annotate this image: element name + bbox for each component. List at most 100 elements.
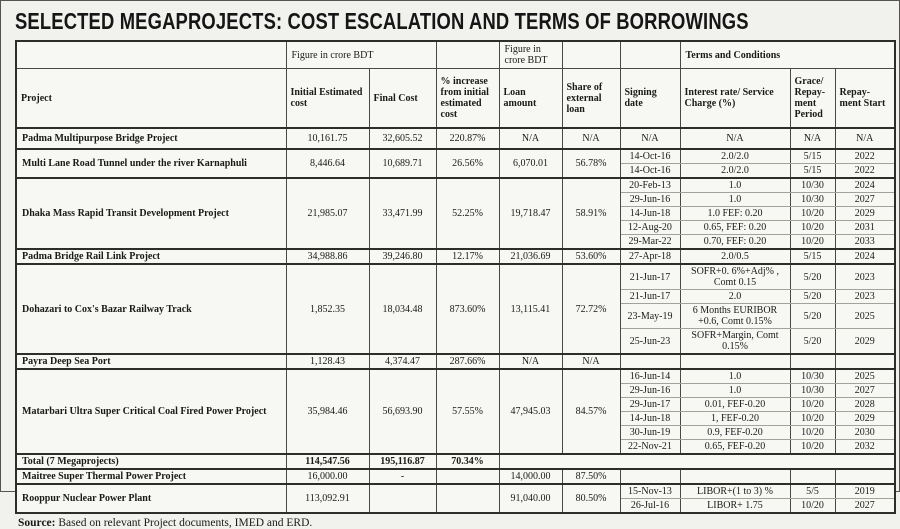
grace-period-cell: 10/20 (789, 397, 836, 412)
col-header-initial-cost: Initial Estimated cost (285, 68, 370, 129)
signing-date-cell (619, 468, 681, 485)
signing-date-cell: 14-Oct-16 (619, 163, 681, 179)
col-header-increase: % increase from initial estimated cost (435, 68, 500, 129)
increase-cell: 57.55% (435, 368, 500, 455)
initial-cost-cell: 1,128.43 (285, 353, 370, 370)
interest-rate-cell: 1.0 (679, 383, 791, 398)
loan-amount-cell: N/A (498, 127, 563, 150)
signing-date-cell: 27-Apr-18 (619, 248, 681, 265)
col-header-final-cost: Final Cost (368, 68, 437, 129)
table-row: 23-May-19 6 Months EURIBOR +0.6, Comt 0.… (16, 303, 896, 329)
col-header-repayment-start: Repay-ment Start (834, 68, 896, 129)
repayment-start-cell (834, 468, 896, 485)
header-spacer (435, 40, 500, 69)
interest-rate-cell (679, 353, 791, 370)
interest-rate-cell: 1.0 (679, 192, 791, 207)
table-row: Maitree Super Thermal Power Project 16,0… (15, 468, 896, 485)
total-empty-cell (498, 453, 896, 470)
repayment-start-cell: 2024 (834, 248, 896, 265)
interest-rate-cell: 1.0 (679, 177, 791, 193)
loan-amount-cell: 6,070.01 (498, 148, 563, 179)
initial-cost-cell: 34,988.86 (285, 248, 370, 265)
total-initial-cost-cell: 114,547.56 (285, 453, 370, 470)
interest-rate-cell: 0.65, FEF-0.20 (679, 439, 791, 455)
project-name-cell: Maitree Super Thermal Power Project (15, 468, 287, 485)
table-row: Dohazari to Cox's Bazar Railway Track 1,… (15, 263, 896, 355)
grace-period-cell: 10/30 (789, 368, 836, 384)
table-row: 29-Mar-22 0.70, FEF: 0.20 10/20 2033 (16, 234, 896, 250)
interest-rate-cell: N/A (679, 127, 791, 150)
final-cost-cell: 39,246.80 (368, 248, 437, 265)
loan-amount-cell: N/A (498, 353, 563, 370)
table-row: 14-Oct-16 2.0/2.0 5/15 2022 (16, 163, 896, 179)
final-cost-cell: - (368, 468, 437, 485)
repayment-start-cell: 2029 (834, 206, 896, 221)
table-row: Payra Deep Sea Port 1,128.43 4,374.47 28… (15, 353, 896, 370)
table-row: Rooppur Nuclear Power Plant 113,092.91 9… (15, 483, 896, 514)
col-header-project: Project (15, 68, 287, 129)
signing-date-cell: 23-May-19 (619, 303, 681, 329)
repayment-start-cell: 2033 (834, 234, 896, 250)
col-header-grace-period: Grace/ Repay-ment Period (789, 68, 836, 129)
col-header-signing-date: Signing date (619, 68, 681, 129)
external-share-cell: N/A (561, 127, 621, 150)
interest-rate-cell: 1.0 FEF: 0.20 (679, 206, 791, 221)
grace-period-cell: 10/20 (789, 234, 836, 250)
repayment-start-cell: 2022 (834, 163, 896, 179)
loan-amount-cell: 14,000.00 (498, 468, 563, 485)
grace-period-cell: 5/15 (789, 148, 836, 164)
grace-period-cell: 5/15 (789, 163, 836, 179)
header-spacer (15, 40, 287, 69)
interest-rate-cell: SOFR+0. 6%+Adj% , Comt 0.15 (679, 263, 791, 290)
header-columns-row: Project Initial Estimated cost Final Cos… (15, 68, 896, 129)
final-cost-cell: 18,034.48 (368, 263, 437, 355)
total-increase-cell: 70.34% (435, 453, 500, 470)
interest-rate-cell: LIBOR+(1 to 3) % (679, 483, 791, 499)
increase-cell: 220.87% (435, 127, 500, 150)
signing-date-cell: 26-Jul-16 (619, 498, 681, 514)
repayment-start-cell: 2031 (834, 220, 896, 235)
grace-period-cell: 10/30 (789, 383, 836, 398)
increase-cell: 287.66% (435, 353, 500, 370)
interest-rate-cell: 2.0/0.5 (679, 248, 791, 265)
grace-period-cell: 10/20 (789, 206, 836, 221)
header-spacer (561, 40, 621, 69)
loan-amount-cell: 13,115.41 (498, 263, 563, 355)
header-figure-bdt-1: Figure in crore BDT (285, 40, 437, 69)
project-name-cell: Multi Lane Road Tunnel under the river K… (15, 148, 287, 179)
project-name-cell: Padma Bridge Rail Link Project (15, 248, 287, 265)
table-row: Dhaka Mass Rapid Transit Development Pro… (15, 177, 896, 250)
signing-date-cell: 30-Jun-19 (619, 425, 681, 440)
loan-amount-cell: 47,945.03 (498, 368, 563, 455)
grace-period-cell: 10/20 (789, 425, 836, 440)
repayment-start-cell: 2030 (834, 425, 896, 440)
table-row: 14-Jun-18 1, FEF-0.20 10/20 2029 (16, 411, 896, 426)
grace-period-cell: 5/15 (789, 248, 836, 265)
grace-period-cell: 10/30 (789, 177, 836, 193)
table-row: Padma Bridge Rail Link Project 34,988.86… (15, 248, 896, 265)
grace-period-cell: 10/20 (789, 498, 836, 514)
grace-period-cell: 5/5 (789, 483, 836, 499)
table-row: 29-Jun-16 1.0 10/30 2027 (16, 383, 896, 398)
external-share-cell: 56.78% (561, 148, 621, 179)
increase-cell: 26.56% (435, 148, 500, 179)
grace-period-cell (789, 353, 836, 370)
col-header-loan-amount: Loan amount (498, 68, 563, 129)
source-text: Based on relevant Project documents, IME… (55, 517, 313, 529)
initial-cost-cell: 16,000.00 (285, 468, 370, 485)
interest-rate-cell: 1, FEF-0.20 (679, 411, 791, 426)
megaprojects-table: Figure in crore BDT Figure in crore BDT … (15, 40, 896, 514)
table-row: Matarbari Ultra Super Critical Coal Fire… (15, 368, 896, 455)
total-final-cost-cell: 195,116.87 (368, 453, 437, 470)
project-name-cell: Padma Multipurpose Bridge Project (15, 127, 287, 150)
increase-cell: 873.60% (435, 263, 500, 355)
project-name-cell: Matarbari Ultra Super Critical Coal Fire… (15, 368, 287, 455)
signing-date-cell: 29-Jun-17 (619, 397, 681, 412)
repayment-start-cell: 2022 (834, 148, 896, 164)
interest-rate-cell: SOFR+Margin, Comt 0.15% (679, 328, 791, 355)
table-row: 12-Aug-20 0.65, FEF: 0.20 10/20 2031 (16, 220, 896, 235)
project-name-cell: Dohazari to Cox's Bazar Railway Track (15, 263, 287, 355)
initial-cost-cell: 8,446.64 (285, 148, 370, 179)
interest-rate-cell: 2.0/2.0 (679, 148, 791, 164)
initial-cost-cell: 1,852.35 (285, 263, 370, 355)
